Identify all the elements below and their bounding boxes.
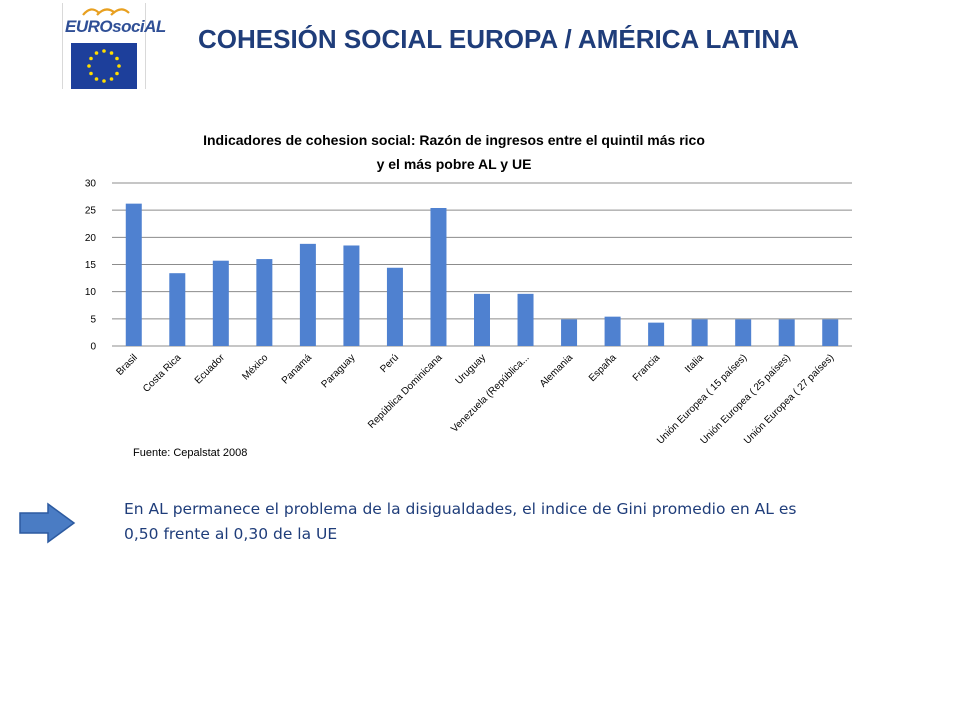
bar-10: [517, 293, 534, 346]
page-title: COHESIÓN SOCIAL EUROPA / AMÉRICA LATINA: [198, 24, 799, 54]
bar-3: [212, 260, 229, 346]
y-tick-label: 25: [85, 206, 97, 217]
bar-12: [604, 316, 621, 346]
y-tick-label: 10: [85, 287, 97, 298]
x-tick-label: Ecuador: [193, 352, 228, 387]
bar-1: [125, 203, 142, 346]
eu-flag: [71, 43, 137, 89]
bar-9: [474, 293, 490, 346]
x-tick-label: Brasil: [114, 352, 139, 377]
bar-chart: Indicadores de cohesion social: Razón de…: [85, 132, 852, 447]
x-tick-label: República Dominicana: [366, 352, 445, 431]
bar-11: [561, 319, 578, 346]
eu-stars-icon: [87, 49, 121, 83]
bar-13: [648, 322, 665, 346]
bar-14: [691, 319, 708, 346]
bar-16: [778, 319, 795, 346]
x-tick-label: Venezuela (República...: [449, 352, 531, 434]
y-tick-label: 0: [90, 342, 96, 353]
bar-8: [430, 207, 447, 346]
y-tick-label: 20: [85, 233, 97, 244]
x-tick-label: Italia: [683, 352, 706, 375]
x-tick-label: Unión Europea ( 25 países): [699, 352, 793, 446]
x-tick-label: Perú: [378, 352, 401, 375]
bar-7: [386, 267, 403, 346]
source-note: Fuente: Cepalstat 2008: [133, 447, 248, 459]
bar-4: [256, 259, 273, 346]
bar-5: [299, 243, 316, 346]
right-arrow-icon: [19, 502, 76, 544]
hands-icon: [82, 8, 130, 16]
x-tick-label: Uruguay: [454, 352, 489, 387]
bar-15: [735, 319, 752, 346]
bar-17: [822, 319, 839, 346]
y-tick-label: 5: [90, 314, 96, 325]
y-tick-label: 30: [85, 179, 97, 190]
x-tick-label: España: [587, 352, 619, 384]
y-tick-label: 15: [85, 260, 97, 271]
x-tick-label: México: [240, 352, 270, 382]
logo-text: EUROsociAL: [65, 17, 166, 36]
x-tick-label: Unión Europea ( 15 países): [655, 352, 749, 446]
chart-title-line-2: y el más pobre AL y UE: [377, 156, 532, 172]
chart-title-line-1: Indicadores de cohesion social: Razón de…: [203, 132, 705, 148]
gini-note: En AL permanece el problema de la disigu…: [124, 500, 797, 543]
bar-6: [343, 245, 360, 346]
eurosocial-logo: EUROsociAL: [62, 3, 166, 89]
bar-2: [169, 273, 186, 346]
x-tick-label: Alemania: [538, 352, 576, 390]
x-tick-label: Unión Europea ( 27 países): [742, 352, 836, 446]
x-tick-label: Francia: [631, 352, 663, 384]
x-tick-label: Panamá: [280, 352, 314, 386]
x-tick-label: Costa Rica: [141, 352, 184, 395]
x-tick-label: Paraguay: [319, 352, 357, 390]
